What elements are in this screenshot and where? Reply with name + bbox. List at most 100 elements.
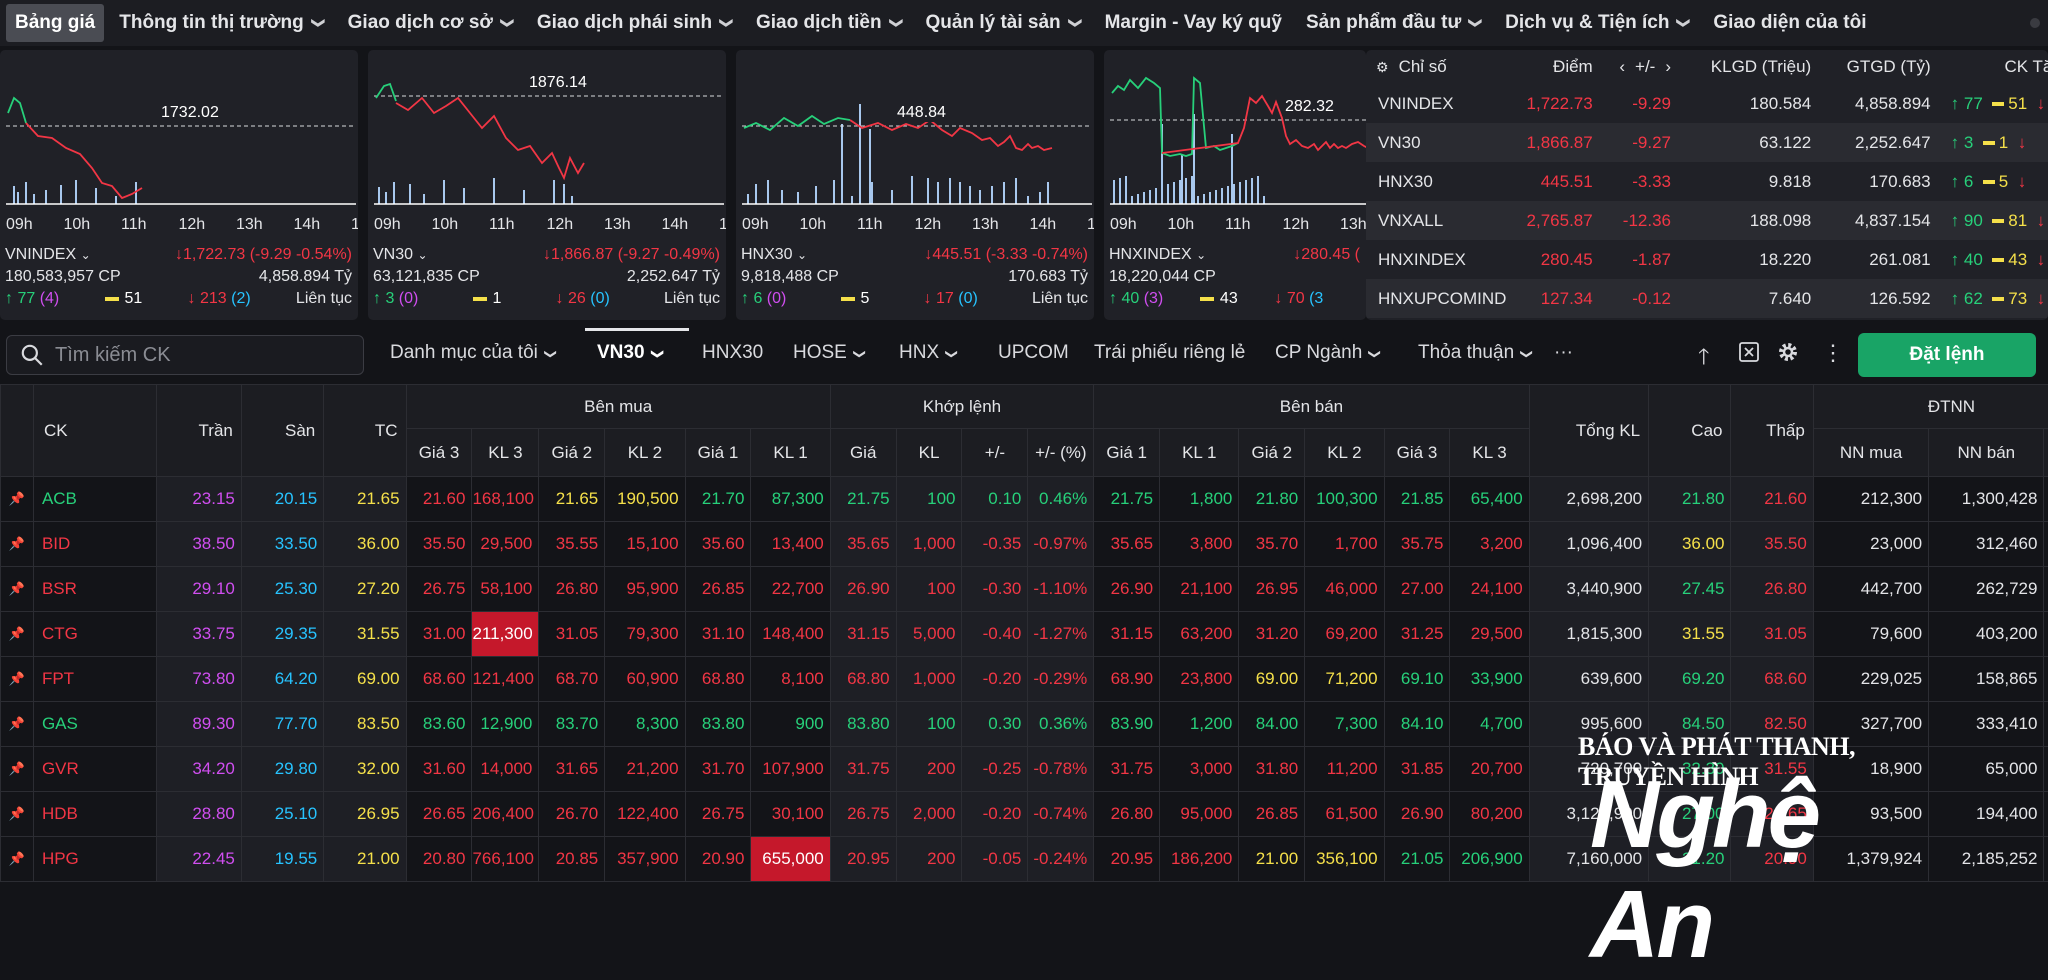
match-cell[interactable]: -0.40 [962, 612, 1028, 657]
reference-price[interactable]: 27.20 [324, 567, 406, 612]
foreign-extra[interactable]: 2,3 [2044, 837, 2048, 882]
sell-cell[interactable]: 21,100 [1160, 567, 1239, 612]
floor-price[interactable]: 64.20 [241, 657, 323, 702]
sell-cell[interactable]: 95,000 [1160, 792, 1239, 837]
sell-cell[interactable]: 4,700 [1450, 702, 1529, 747]
sell-cell[interactable]: 356,100 [1305, 837, 1384, 882]
floor-price[interactable]: 19.55 [241, 837, 323, 882]
sell-cell[interactable]: 23,800 [1160, 657, 1239, 702]
sell-cell[interactable]: 31.15 [1094, 612, 1160, 657]
pin-icon[interactable]: 📌 [1, 837, 34, 882]
sell-cell[interactable]: 100,300 [1305, 477, 1384, 522]
sell-cell[interactable]: 69,200 [1305, 612, 1384, 657]
floor-price[interactable]: 33.50 [241, 522, 323, 567]
match-cell[interactable]: 31.15 [830, 612, 896, 657]
header-reference[interactable]: TC [324, 385, 406, 477]
chevron-right-icon[interactable]: › [1665, 57, 1671, 76]
foreign-extra[interactable]: 9 [2044, 522, 2048, 567]
ceiling-price[interactable]: 38.50 [157, 522, 241, 567]
floor-price[interactable]: 77.70 [241, 702, 323, 747]
sell-cell[interactable]: 206,900 [1450, 837, 1529, 882]
sell-cell[interactable]: 21.75 [1094, 477, 1160, 522]
sell-cell[interactable]: 35.65 [1094, 522, 1160, 567]
foreign-extra[interactable]: 1 [2044, 567, 2048, 612]
sell-cell[interactable]: 80,200 [1450, 792, 1529, 837]
arrow-up-icon[interactable]: 🡑 [1698, 340, 1709, 378]
header-sell-col[interactable]: KL 1 [1160, 429, 1239, 477]
sell-cell[interactable]: 29,500 [1450, 612, 1529, 657]
match-cell[interactable]: -0.05 [962, 837, 1028, 882]
foreign-sell[interactable]: 158,865 [1929, 657, 2044, 702]
match-cell[interactable]: -0.20 [962, 657, 1028, 702]
foreign-sell[interactable]: 1,300,428 [1929, 477, 2044, 522]
header-match[interactable]: Khớp lệnh [830, 385, 1094, 429]
sell-cell[interactable]: 35.75 [1384, 522, 1450, 567]
low-price[interactable]: 68.60 [1731, 657, 1813, 702]
buy-cell[interactable]: 15,100 [605, 522, 685, 567]
match-cell[interactable]: -0.29% [1028, 657, 1094, 702]
high-price[interactable]: 21.80 [1649, 477, 1731, 522]
match-cell[interactable]: 0.10 [962, 477, 1028, 522]
sell-cell[interactable]: 63,200 [1160, 612, 1239, 657]
foreign-buy[interactable]: 442,700 [1813, 567, 1928, 612]
gear-icon[interactable] [1776, 340, 1800, 370]
match-cell[interactable]: 21.75 [830, 477, 896, 522]
header-foreign-col[interactable]: NN mua [1813, 429, 1928, 477]
sell-cell[interactable]: 65,400 [1450, 477, 1529, 522]
buy-cell[interactable]: 211,300 [472, 612, 539, 657]
header-buy-side[interactable]: Bên mua [406, 385, 830, 429]
tab-4[interactable]: HNX❯ [899, 342, 957, 364]
header-symbol[interactable]: CK [33, 385, 157, 477]
match-cell[interactable]: -0.20 [962, 792, 1028, 837]
sell-cell[interactable]: 24,100 [1450, 567, 1529, 612]
match-cell[interactable]: 35.65 [830, 522, 896, 567]
index-header-5[interactable]: CK Tăng/ [1941, 50, 2048, 84]
sell-cell[interactable]: 21.80 [1239, 477, 1305, 522]
pin-icon[interactable]: 📌 [1, 702, 34, 747]
sell-cell[interactable]: 61,500 [1305, 792, 1384, 837]
buy-cell[interactable]: 31.70 [685, 747, 751, 792]
buy-cell[interactable]: 168,100 [472, 477, 539, 522]
match-cell[interactable]: -0.97% [1028, 522, 1094, 567]
more-vertical-icon[interactable]: ⋮ [1822, 340, 1844, 366]
sell-cell[interactable]: 69.10 [1384, 657, 1450, 702]
sell-cell[interactable]: 69.00 [1239, 657, 1305, 702]
buy-cell[interactable]: 900 [751, 702, 830, 747]
buy-cell[interactable]: 21,200 [605, 747, 685, 792]
foreign-extra[interactable]: 2 [2044, 792, 2048, 837]
buy-cell[interactable]: 35.55 [539, 522, 605, 567]
search-box[interactable] [6, 335, 364, 375]
sell-cell[interactable]: 26.90 [1384, 792, 1450, 837]
sell-cell[interactable]: 35.70 [1239, 522, 1305, 567]
reference-price[interactable]: 21.00 [324, 837, 406, 882]
buy-cell[interactable]: 35.50 [406, 522, 472, 567]
buy-cell[interactable]: 766,100 [472, 837, 539, 882]
foreign-sell[interactable]: 403,200 [1929, 612, 2044, 657]
buy-cell[interactable]: 26.85 [685, 567, 751, 612]
foreign-extra[interactable]: 1,1 [2044, 702, 2048, 747]
foreign-extra[interactable]: 3 [2044, 657, 2048, 702]
reference-price[interactable]: 31.55 [324, 612, 406, 657]
buy-cell[interactable]: 83.70 [539, 702, 605, 747]
index-header-4[interactable]: GTGD (Tỷ) [1821, 50, 1940, 84]
nav-item-6[interactable]: Margin - Vay ký quỹ [1096, 4, 1291, 42]
floor-price[interactable]: 25.30 [241, 567, 323, 612]
pin-icon[interactable]: 📌 [1, 522, 34, 567]
pin-icon[interactable]: 📌 [1, 612, 34, 657]
pin-icon[interactable]: 📌 [1, 657, 34, 702]
tab-1[interactable]: VN30❯ [597, 342, 663, 364]
header-sell-col[interactable]: KL 3 [1450, 429, 1529, 477]
mini-chart-vn30[interactable]: 1876.1409h10h11h12h13h14h15hVN30 ⌄↓1,866… [368, 50, 726, 320]
ceiling-price[interactable]: 28.80 [157, 792, 241, 837]
sell-cell[interactable]: 1,200 [1160, 702, 1239, 747]
place-order-button[interactable]: Đặt lệnh [1858, 333, 2036, 377]
floor-price[interactable]: 29.80 [241, 747, 323, 792]
sell-cell[interactable]: 20.95 [1094, 837, 1160, 882]
sell-cell[interactable]: 31.75 [1094, 747, 1160, 792]
foreign-extra[interactable]: 3 [2044, 477, 2048, 522]
